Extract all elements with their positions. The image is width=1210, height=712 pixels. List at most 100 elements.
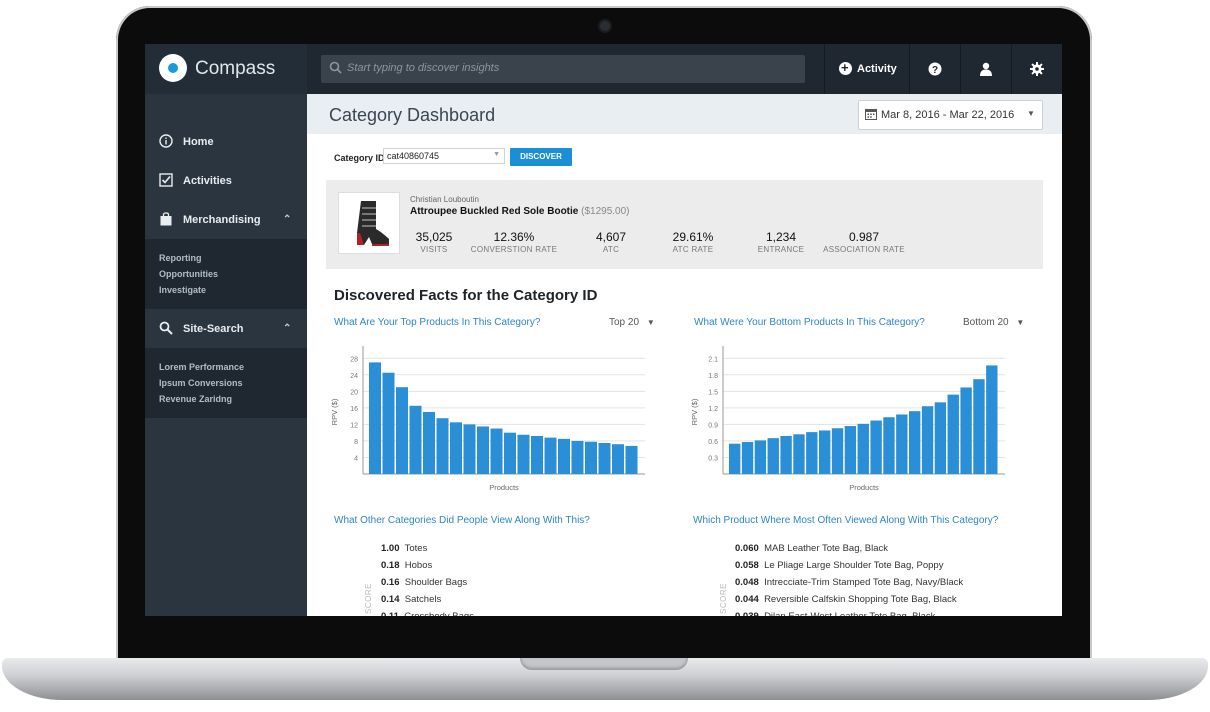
y-tick-label: 1.8	[708, 373, 718, 380]
search-input[interactable]: Start typing to discover insights	[347, 62, 500, 74]
bar	[369, 362, 381, 474]
bar	[909, 411, 921, 474]
product-brand: Christian Louboutin	[410, 195, 479, 204]
list-item[interactable]: 0.060 MAB Leather Tote Bag, Black	[735, 543, 888, 554]
app-screen: Compass Start typing to discover insight…	[145, 44, 1062, 616]
bar	[870, 420, 882, 474]
list-item-label: MAB Leather Tote Bag, Black	[764, 543, 888, 554]
user-button[interactable]	[960, 44, 1011, 94]
list-item[interactable]: 0.039 Dilan East-West Leather Tote Bag, …	[735, 611, 935, 616]
sidebar-item-activities[interactable]: Activities	[145, 165, 307, 195]
bottom-products-question[interactable]: What Were Your Bottom Products In This C…	[694, 317, 925, 328]
help-button[interactable]: ?	[909, 44, 960, 94]
score-axis-label: SCORE	[719, 583, 728, 614]
other-categories-question[interactable]: What Other Categories Did People View Al…	[334, 515, 590, 526]
list-item[interactable]: 0.18 Hobos	[381, 560, 432, 571]
list-item[interactable]: 1.00 Totes	[381, 543, 427, 554]
y-tick-label: 1.5	[708, 389, 718, 396]
submenu-item-reporting[interactable]: Reporting	[159, 253, 202, 263]
date-range-text: Mar 8, 2016 - Mar 22, 2016	[881, 109, 1015, 121]
date-range-picker[interactable]: Mar 8, 2016 - Mar 22, 2016 ▼	[858, 100, 1043, 130]
activity-button[interactable]: Activity	[824, 44, 927, 94]
search-box[interactable]: Start typing to discover insights	[321, 55, 805, 83]
metric-label: ATC	[602, 245, 620, 254]
list-item[interactable]: 0.14 Satchels	[381, 594, 441, 605]
caret-down-icon: ▼	[1027, 109, 1035, 118]
category-id-label: Category ID	[334, 153, 385, 163]
bar	[504, 432, 516, 474]
metric-entrance: 1,234 ENTRANCE	[751, 230, 811, 254]
bar	[544, 437, 557, 474]
submenu-item-ipsum-conversions[interactable]: Ipsum Conversions	[159, 378, 243, 388]
list-item[interactable]: 0.044 Reversible Calfskin Shopping Tote …	[735, 594, 957, 605]
metric-label: ATC RATE	[672, 245, 714, 254]
bar	[729, 443, 741, 474]
laptop-hinge-notch	[520, 658, 688, 670]
sidebar-label-site-search: Site-Search	[183, 323, 244, 335]
site-search-submenu: Lorem Performance Ipsum Conversions Reve…	[145, 348, 307, 418]
list-item-label: Reversible Calfskin Shopping Tote Bag, B…	[764, 594, 957, 605]
bottom-products-select[interactable]: Bottom 20 ▼	[963, 317, 1024, 328]
list-item-score: 0.11	[381, 611, 399, 616]
product-name-row[interactable]: Attroupee Buckled Red Sole Bootie ($1295…	[410, 206, 630, 217]
related-products-question[interactable]: Which Product Where Most Often Viewed Al…	[693, 515, 999, 526]
sidebar-item-home[interactable]: Home	[145, 126, 307, 156]
y-tick-label: 16	[350, 406, 358, 413]
list-item[interactable]: 0.058 Le Pliage Large Shoulder Tote Bag,…	[735, 560, 943, 571]
brand-area[interactable]: Compass	[145, 44, 307, 94]
user-icon	[980, 62, 992, 76]
chevron-up-icon: ⌃	[283, 214, 292, 225]
bar	[477, 426, 489, 474]
list-item-score: 0.048	[735, 577, 759, 588]
list-item-score: 0.18	[381, 560, 400, 571]
discover-button[interactable]: DISCOVER	[510, 148, 572, 166]
bar	[819, 430, 831, 474]
submenu-item-opportunities[interactable]: Opportunities	[159, 269, 218, 279]
caret-down-icon: ▼	[646, 318, 655, 327]
metric-value: 1,234	[765, 230, 797, 244]
metric-label: CONVERSTION RATE	[470, 245, 558, 254]
list-item[interactable]: 0.048 Intrecciate-Trim Stamped Tote Bag,…	[735, 577, 963, 588]
sidebar-item-site-search[interactable]: Site-Search ⌃	[145, 313, 307, 343]
list-item[interactable]: 0.16 Shoulder Bags	[381, 577, 467, 588]
list-item-label: Satchels	[404, 594, 442, 605]
list-item[interactable]: 0.11 Crossbody Bags	[381, 611, 474, 616]
settings-button[interactable]	[1011, 44, 1062, 94]
x-axis-label: Products	[849, 483, 879, 492]
top-products-select[interactable]: Top 20 ▼	[609, 317, 655, 328]
bar	[423, 412, 435, 474]
top-products-question[interactable]: What Are Your Top Products In This Categ…	[334, 317, 541, 328]
list-item-label: Intrecciate-Trim Stamped Tote Bag, Navy/…	[764, 577, 964, 588]
info-icon	[159, 134, 173, 148]
bootie-image	[357, 201, 389, 246]
metric-label: ENTRANCE	[757, 245, 805, 254]
bar	[986, 365, 998, 474]
y-tick-label: 2.1	[708, 356, 718, 363]
bar	[585, 441, 597, 474]
top-products-chart-svg: 4 8 12 16 20 24 28 Products RPV ($)	[330, 346, 645, 492]
bar	[754, 440, 767, 474]
y-tick-label: 8	[354, 439, 358, 446]
metric-value: 29.61%	[672, 230, 714, 244]
metric-value: 4,607	[595, 230, 627, 244]
bar	[767, 438, 779, 474]
y-tick-label: 4	[354, 455, 358, 462]
list-item-score: 0.044	[735, 594, 759, 605]
list-item-score: 0.039	[735, 611, 759, 616]
product-image[interactable]	[338, 192, 400, 254]
bar	[382, 372, 395, 474]
bar	[896, 414, 908, 474]
submenu-item-lorem-performance[interactable]: Lorem Performance	[159, 362, 245, 372]
product-price: ($1295.00)	[581, 206, 630, 217]
section-title: Discovered Facts for the Category ID	[334, 287, 598, 304]
sidebar-item-merchandising[interactable]: Merchandising ⌃	[145, 204, 307, 234]
submenu-item-revenue-zaridng[interactable]: Revenue Zaridng	[159, 394, 233, 404]
category-id-value: cat40860745	[387, 151, 440, 161]
compass-logo-icon	[159, 54, 187, 82]
y-axis-label: RPV ($)	[690, 398, 699, 425]
bar	[947, 394, 959, 474]
bar	[436, 418, 449, 474]
category-id-input[interactable]: cat40860745 ▼	[383, 148, 505, 164]
bar	[598, 443, 611, 474]
submenu-item-investigate[interactable]: Investigate	[159, 285, 207, 295]
